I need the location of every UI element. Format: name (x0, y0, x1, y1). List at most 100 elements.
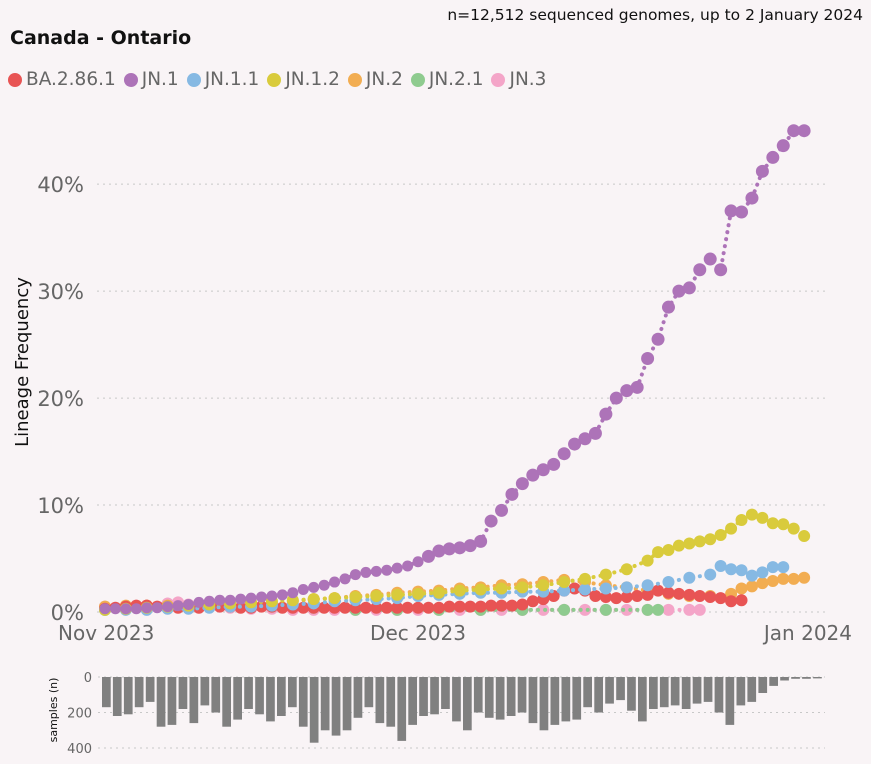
sample-bar (298, 677, 308, 727)
data-point (610, 592, 623, 605)
data-point (599, 582, 612, 595)
data-point (432, 603, 445, 616)
legend-item-jn1[interactable]: JN.1 (123, 69, 179, 90)
data-point (182, 598, 195, 611)
data-point (130, 603, 142, 615)
data-point (579, 576, 591, 589)
data-point (756, 577, 769, 590)
data-point (599, 407, 613, 421)
data-point (652, 584, 665, 597)
legend-dot-icon (267, 72, 282, 87)
legend-item-jn12[interactable]: JN.1.2 (267, 69, 340, 90)
data-point (516, 603, 529, 616)
legend-label: BA.2.86.1 (26, 69, 116, 90)
data-point (328, 603, 341, 616)
sample-bar (244, 677, 253, 709)
legend-item-jn3[interactable]: JN.3 (491, 69, 546, 90)
legend-dot-icon (8, 72, 22, 87)
y-tick-label: 20% (37, 387, 84, 411)
data-point (224, 600, 237, 613)
data-point (161, 600, 174, 613)
sample-bar (517, 677, 527, 713)
data-point (787, 522, 800, 535)
data-point (704, 568, 717, 581)
data-point (558, 584, 571, 597)
data-point (683, 537, 696, 550)
data-point (641, 603, 654, 616)
legend-item-jn21[interactable]: JN.2.1 (410, 69, 483, 90)
sample-bar (353, 677, 363, 718)
sample-bar (288, 677, 297, 708)
data-point (370, 601, 383, 614)
series-line (103, 575, 807, 609)
data-point (516, 603, 529, 616)
data-point (714, 592, 727, 605)
sample-bar (102, 677, 111, 708)
data-point (568, 437, 582, 451)
sample-bar (649, 677, 658, 709)
sample-bar (331, 677, 341, 736)
legend-item-jn11[interactable]: JN.1.1 (186, 69, 260, 90)
series-line (103, 512, 807, 612)
data-point (537, 576, 550, 589)
data-point (495, 599, 508, 612)
legend-item-jn2[interactable]: JN.2 (347, 69, 403, 90)
data-point (172, 601, 185, 614)
data-point (224, 594, 236, 606)
legend-label: JN.1.2 (285, 69, 340, 90)
sample-bar (408, 677, 417, 725)
data-point (182, 601, 195, 614)
x-tick-label: Nov 2023 (58, 621, 154, 645)
data-point (662, 576, 675, 589)
sample-bar (594, 677, 603, 713)
data-point (714, 263, 728, 277)
sample-bar (528, 677, 538, 724)
y-tick-label: 0% (51, 601, 84, 625)
legend-label: JN.3 (509, 69, 547, 90)
sample-bar (769, 677, 778, 686)
data-point (609, 391, 623, 405)
data-point (140, 601, 153, 614)
data-point (641, 603, 654, 616)
data-point (672, 284, 686, 298)
sample-bar (430, 677, 439, 715)
sample-bar (659, 677, 669, 708)
data-point (797, 124, 811, 138)
data-point (682, 281, 696, 295)
legend-label: JN.1.1 (204, 69, 260, 90)
series-JN-1-2 (99, 508, 811, 616)
data-point (474, 586, 487, 599)
sample-bar (167, 677, 177, 725)
data-point (453, 603, 466, 616)
data-point (380, 601, 393, 614)
data-point (745, 580, 758, 593)
data-point (683, 603, 696, 616)
data-point (203, 600, 216, 613)
data-point (213, 600, 226, 613)
data-point (578, 432, 592, 446)
data-point (360, 566, 372, 578)
data-point (558, 603, 571, 616)
data-point (119, 602, 132, 615)
data-point (620, 581, 633, 594)
data-point (474, 583, 487, 596)
data-point (412, 589, 425, 602)
series-JN-2-1 (99, 600, 665, 616)
sample-bar (725, 677, 735, 725)
data-point (432, 544, 446, 558)
data-point (161, 602, 174, 615)
data-point (745, 569, 758, 582)
legend-dot-icon (410, 72, 425, 87)
data-point (391, 586, 404, 599)
data-point (558, 576, 571, 589)
sample-bar (670, 677, 680, 706)
data-point (725, 595, 738, 608)
legend-item-ba2861[interactable]: BA.2.86.1 (8, 69, 116, 90)
data-point (620, 581, 633, 594)
series-line (103, 586, 744, 611)
series-JN-1-1 (99, 560, 790, 616)
data-point (631, 589, 644, 602)
sample-bar (452, 677, 461, 722)
sample-bar (703, 677, 713, 702)
